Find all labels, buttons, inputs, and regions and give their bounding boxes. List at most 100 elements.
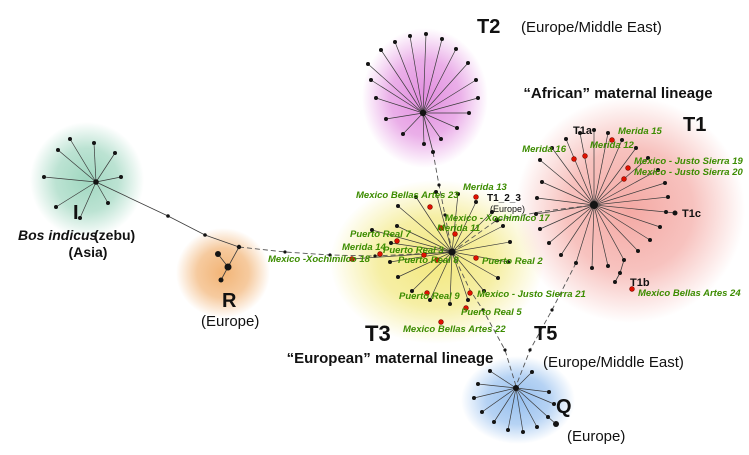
ancient-sample-dot-merida-11 <box>452 231 458 237</box>
t2-region: (Europe/Middle East) <box>521 19 662 36</box>
ancient-sample-dot-puerto-real-3 <box>421 252 427 258</box>
network-edge <box>593 204 609 267</box>
ancient-sample-dot-merida-13 <box>473 194 479 200</box>
network-edge <box>371 229 453 253</box>
haplotype-node <box>215 251 221 257</box>
i-region: (Asia) <box>69 244 108 260</box>
haplotype-node <box>648 238 652 242</box>
haplotype-hub-node-t1 <box>590 201 598 209</box>
network-edge <box>565 138 595 206</box>
sample-label-merida-15: Merida 15 <box>618 126 663 137</box>
network-edge <box>593 204 651 241</box>
haplotype-node <box>547 241 551 245</box>
t123-label: T1_2_3 <box>487 193 521 204</box>
network-edge <box>57 149 97 183</box>
haplotype-node <box>113 151 117 155</box>
haplotype-node <box>564 137 568 141</box>
haplotype-node <box>666 195 670 199</box>
haplotype-node <box>538 158 542 162</box>
ancient-sample-dot-mexico-xochimilco-18 <box>349 256 355 262</box>
haplotype-node <box>466 61 470 65</box>
haplotype-node <box>203 233 207 237</box>
haplotype-node <box>480 410 484 414</box>
haplotype-node <box>455 126 459 130</box>
network-edge <box>493 387 517 423</box>
haplotype-node <box>373 254 377 258</box>
haplotype-node <box>672 210 678 216</box>
network-edge <box>422 112 458 129</box>
haplotype-node <box>535 196 539 200</box>
haplotype-node <box>410 289 414 293</box>
haplotype-node <box>538 227 542 231</box>
t5-region: (Europe/Middle East) <box>543 354 684 371</box>
i-species-common: (zebu) <box>94 227 135 243</box>
haplotype-node <box>606 131 610 135</box>
r-region: (Europe) <box>201 313 259 330</box>
haplotype-node <box>56 148 60 152</box>
haplotype-node <box>481 308 485 312</box>
haplotype-node <box>396 204 400 208</box>
t1c-label: T1c <box>682 208 701 220</box>
haplotype-node <box>467 111 471 115</box>
haplotype-hub-node-t2 <box>419 109 427 117</box>
sample-label-mexico-bellas-artes-22: Mexico Bellas Artes 22 <box>403 324 506 335</box>
haplotype-node <box>414 195 418 199</box>
haplotype-node <box>328 253 332 257</box>
haplotype-hub-node-i <box>93 179 99 185</box>
network-edge <box>95 176 122 183</box>
haplotype-node <box>439 137 443 141</box>
haplotype-node <box>424 32 428 36</box>
haplotype-node <box>503 348 507 352</box>
haplotype-node <box>578 131 582 135</box>
haplotype-node <box>106 201 110 205</box>
network-edge <box>451 201 477 253</box>
ancient-sample-dot-puerto-real-8 <box>434 257 440 263</box>
haplotype-node <box>374 96 378 100</box>
haplotype-node <box>664 210 668 214</box>
haplotype-node <box>443 213 447 217</box>
haplotype-node <box>646 156 650 160</box>
network-edge <box>451 251 499 279</box>
t1a-label: T1a <box>573 125 593 137</box>
network-edge <box>477 383 517 389</box>
haplotype-node <box>388 260 392 264</box>
haplotype-node <box>508 240 512 244</box>
network-edge <box>435 191 453 253</box>
haplotype-node <box>68 137 72 141</box>
haplotype-node <box>656 168 660 172</box>
haplotype-node <box>546 415 550 419</box>
network-edge <box>397 205 453 253</box>
i-species: Bos indicus <box>18 227 98 243</box>
network-edge <box>397 251 453 278</box>
haplotype-node <box>454 47 458 51</box>
haplotype-node <box>634 146 638 150</box>
haplotype-node <box>550 308 554 312</box>
network-dashed-edge <box>451 204 595 253</box>
network-edge <box>593 204 625 261</box>
haplotype-node <box>592 128 596 132</box>
network-edge <box>593 182 666 206</box>
network-edge <box>593 139 623 206</box>
network-edge <box>429 251 453 301</box>
network-edge <box>515 387 549 418</box>
haplotype-node <box>622 258 626 262</box>
network-edge <box>449 251 453 305</box>
cluster-blob-i <box>30 122 144 238</box>
network-edge <box>451 251 469 301</box>
network-edge <box>593 204 661 228</box>
network-edge <box>69 138 97 183</box>
haplotype-node <box>389 241 393 245</box>
network-edge <box>422 112 434 153</box>
sample-label-puerto-real-2: Puerto Real 2 <box>482 256 543 267</box>
haplotype-hub-node-t3 <box>448 248 456 256</box>
t1b-label: T1b <box>630 277 650 289</box>
network-edge <box>415 196 453 253</box>
network-edge <box>551 147 595 206</box>
network-edge <box>380 49 424 114</box>
network-edge <box>593 147 637 206</box>
haplotype-node <box>552 402 556 406</box>
network-edge <box>390 242 453 253</box>
network-edge <box>515 387 538 428</box>
haplotype-node <box>540 180 544 184</box>
